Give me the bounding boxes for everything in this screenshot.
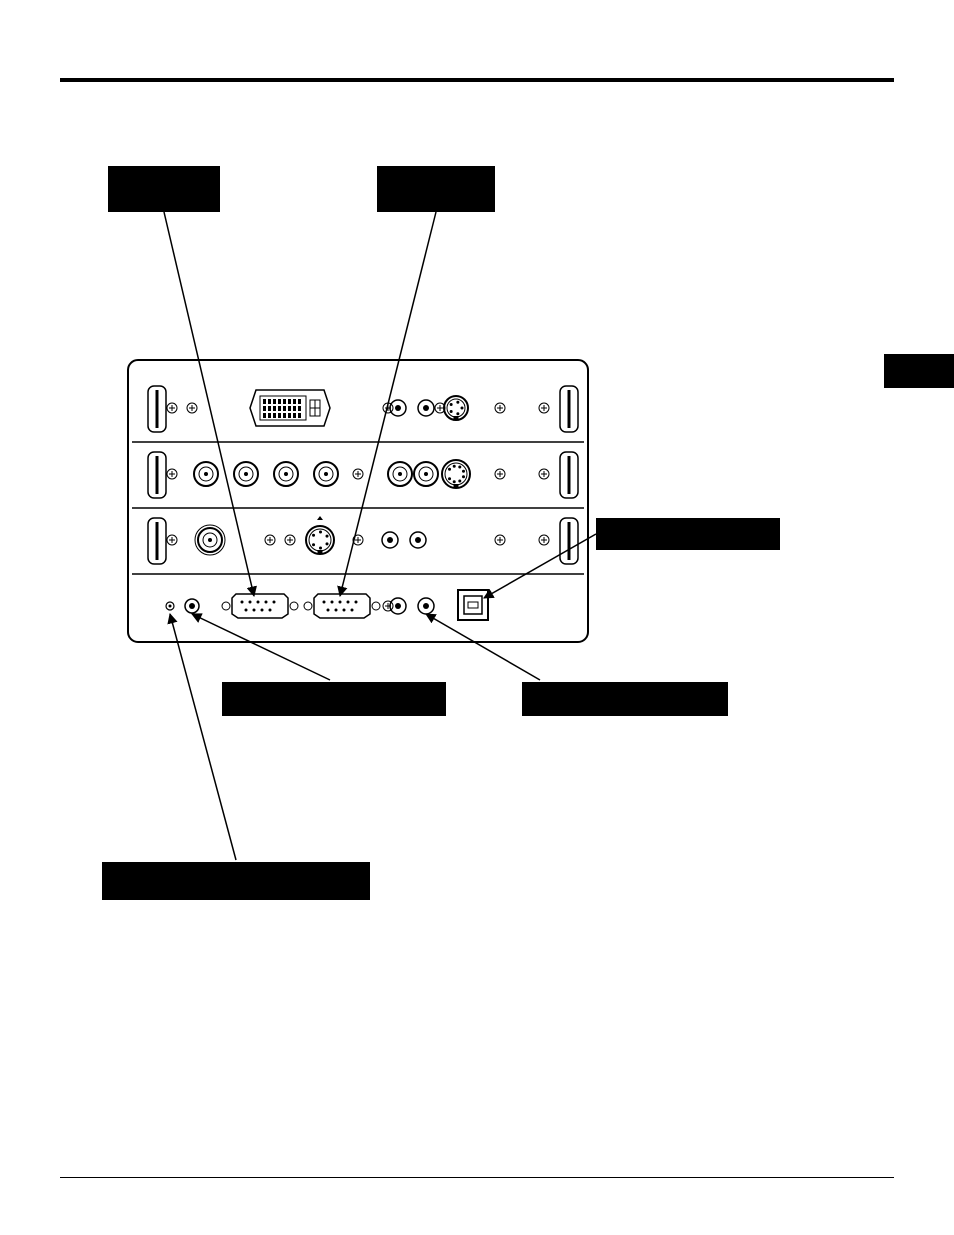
page [0,0,954,1235]
diagram-svg [0,0,954,1235]
